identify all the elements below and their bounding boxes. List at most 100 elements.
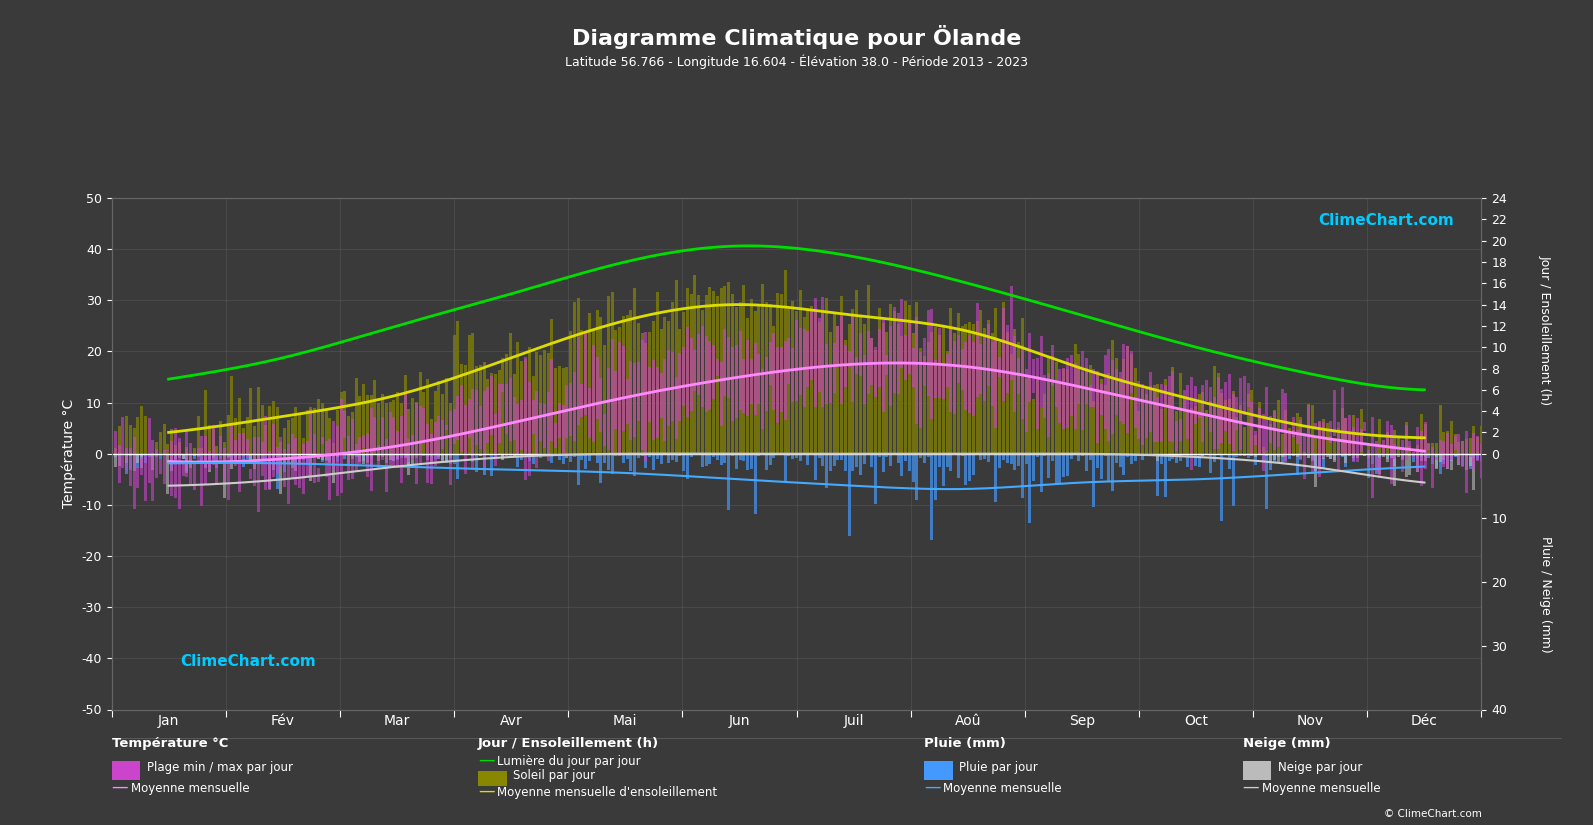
Bar [1394,430,1397,454]
Bar [626,315,629,454]
Bar [715,296,718,454]
Bar [811,454,812,455]
Bar [129,448,132,487]
Bar [298,460,301,488]
Bar [298,413,301,454]
Bar [1352,454,1356,461]
Bar [182,461,185,476]
Bar [287,421,290,454]
Bar [558,454,561,460]
Bar [847,351,851,367]
Bar [400,454,403,455]
Bar [309,407,312,454]
Bar [1265,454,1268,508]
Bar [1134,368,1137,454]
Bar [859,332,862,376]
Bar [513,454,516,457]
Bar [769,342,771,385]
Bar [701,327,704,408]
Text: Pluie / Neige (mm): Pluie / Neige (mm) [1539,535,1552,653]
Bar [674,280,677,454]
Bar [615,371,618,429]
Bar [1292,454,1295,455]
Bar [1096,370,1099,443]
Bar [543,350,546,454]
Bar [1153,454,1155,456]
Bar [1431,446,1434,488]
Bar [1325,454,1329,455]
Bar [535,454,538,456]
Bar [170,454,174,455]
Bar [414,403,417,484]
Bar [833,314,836,454]
Bar [558,403,561,438]
Bar [370,454,373,467]
Bar [1035,454,1039,457]
Bar [468,454,470,455]
Bar [656,292,660,454]
Bar [1235,397,1238,430]
Bar [284,454,287,463]
Bar [1281,454,1284,458]
Bar [268,407,271,454]
Bar [516,454,519,467]
Bar [1239,378,1243,450]
Bar [148,454,151,457]
Bar [347,436,350,480]
Bar [433,454,436,455]
Bar [949,328,953,412]
Bar [1157,454,1160,496]
Bar [524,359,527,454]
Bar [550,360,553,441]
Bar [242,454,245,456]
Bar [690,294,693,454]
Bar [1099,454,1102,478]
Bar [1262,413,1265,471]
Bar [231,426,234,461]
Bar [521,454,523,455]
Bar [585,454,588,469]
Bar [1223,383,1227,431]
Bar [381,394,384,454]
Bar [870,338,873,454]
Bar [1341,408,1344,454]
Bar [1223,454,1227,455]
Bar [632,363,636,436]
Bar [513,374,516,454]
Bar [546,454,550,455]
Bar [1394,454,1397,486]
Bar [656,367,660,438]
Bar [1217,373,1220,454]
Bar [419,454,422,455]
Bar [1055,380,1058,407]
Bar [358,396,362,454]
Bar [190,443,193,484]
Bar [430,454,433,457]
Bar [140,454,143,459]
Bar [1149,386,1152,454]
Bar [331,443,335,454]
Bar [828,454,832,470]
Bar [1378,454,1381,474]
Bar [1096,372,1099,454]
Bar [875,454,878,504]
Bar [806,311,809,454]
Bar [855,454,859,467]
Bar [1002,309,1005,401]
Bar [1450,422,1453,454]
Bar [1021,454,1024,498]
Bar [422,392,425,454]
Bar [491,375,494,435]
Bar [1303,454,1306,455]
Bar [757,454,760,455]
Bar [1099,384,1102,415]
Bar [1126,346,1129,454]
Bar [1472,454,1475,490]
Bar [449,411,452,485]
Bar [414,454,417,458]
Bar [483,362,486,454]
Bar [1303,452,1306,454]
Bar [972,342,975,416]
Bar [344,412,346,438]
Bar [911,454,914,482]
